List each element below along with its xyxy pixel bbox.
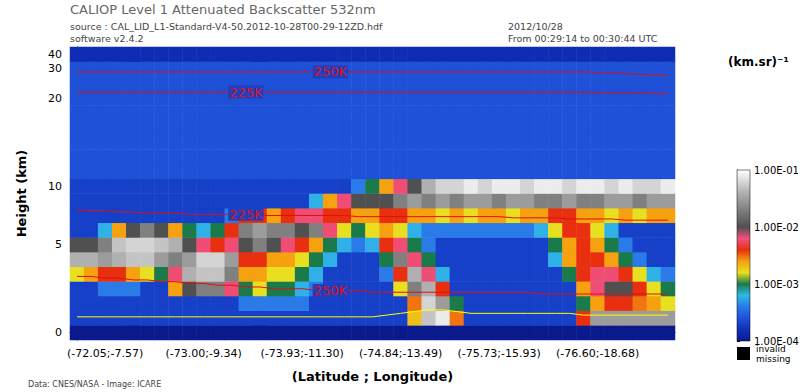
svg-text:2012/10/28: 2012/10/28 [508,21,563,32]
svg-text:225K: 225K [229,207,263,222]
svg-text:(-74.84;-13.49): (-74.84;-13.49) [359,347,442,360]
svg-text:20: 20 [48,92,62,105]
svg-text:1.00E-04: 1.00E-04 [754,336,799,347]
svg-text:invalid: invalid [756,344,786,354]
svg-text:1.00E-02: 1.00E-02 [754,222,799,233]
svg-text:(-72.05;-7.57): (-72.05;-7.57) [67,347,143,360]
svg-text:250K: 250K [314,283,348,298]
svg-text:source : CAL_LID_L1-Standard-V: source : CAL_LID_L1-Standard-V4-50.2012-… [70,21,383,32]
svg-text:40: 40 [48,48,62,61]
svg-text:From 00:29:14 to 00:30:44 UTC: From 00:29:14 to 00:30:44 UTC [508,33,658,44]
svg-text:1.00E-03: 1.00E-03 [754,279,799,290]
svg-text:missing: missing [756,354,791,364]
svg-text:Data: CNES/NASA - Image: ICARE: Data: CNES/NASA - Image: ICARE [28,380,161,389]
svg-text:10: 10 [48,180,62,193]
svg-text:(km.sr)⁻¹: (km.sr)⁻¹ [728,55,789,69]
svg-text:30: 30 [48,62,62,75]
svg-text:(-73.00;-9.34): (-73.00;-9.34) [166,347,242,360]
svg-text:(-73.93;-11.30): (-73.93;-11.30) [261,347,344,360]
svg-text:225K: 225K [229,85,263,100]
svg-text:CALIOP Level 1 Attenuated Back: CALIOP Level 1 Attenuated Backscatter 53… [70,2,376,17]
svg-text:0: 0 [55,326,62,339]
svg-text:1.00E-01: 1.00E-01 [754,165,799,176]
svg-text:(-76.60;-18.68): (-76.60;-18.68) [556,347,639,360]
svg-text:software v2.4.2: software v2.4.2 [70,33,144,44]
svg-text:5: 5 [55,238,62,251]
svg-text:250K: 250K [314,64,348,79]
svg-text:(Latitude ; Longitude): (Latitude ; Longitude) [292,369,453,384]
svg-text:(-75.73;-15.93): (-75.73;-15.93) [458,347,541,360]
svg-text:Height (km): Height (km) [14,150,29,238]
